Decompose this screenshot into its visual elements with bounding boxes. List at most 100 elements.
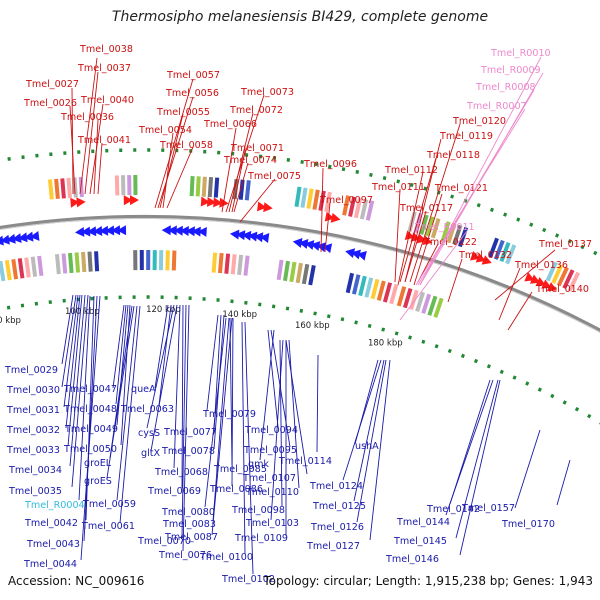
inner-feature-block xyxy=(276,259,284,281)
outer-gene-label: Tmel_0118 xyxy=(426,150,480,161)
inner-gene-label: Tmel_0126 xyxy=(310,522,364,533)
inner-gene-label: Tmel_0032 xyxy=(6,425,60,436)
outer-gene-label: Tmel_0041 xyxy=(77,135,131,146)
inner-feature-block xyxy=(146,249,151,271)
inner-feature-block xyxy=(282,260,291,282)
forward-gene-arrow xyxy=(263,202,273,213)
inner-gene-label: Tmel_0125 xyxy=(312,501,366,512)
reverse-gene-arrow xyxy=(167,225,177,236)
inner-gene-label: Tmel_R0004 xyxy=(24,500,85,511)
outer-gene-connector xyxy=(159,113,184,209)
outer-feature-block xyxy=(365,200,375,221)
outer-feature-block xyxy=(66,177,72,199)
inner-gene-label: gmk xyxy=(248,459,269,470)
inner-gene-label: Tmel_0107 xyxy=(242,473,296,484)
forward-gene-arrow xyxy=(213,197,223,208)
outer-feature-block xyxy=(556,266,569,287)
inner-gene-connector xyxy=(158,304,172,406)
inner-gene-label: Tmel_0124 xyxy=(309,481,363,492)
inner-feature-block xyxy=(308,265,316,286)
outer-feature-block xyxy=(425,216,435,237)
inner-gene-label: Tmel_0142 xyxy=(426,504,480,515)
outer-gene-label: Tmel_0027 xyxy=(25,79,79,90)
reverse-gene-arrow xyxy=(322,243,333,254)
inner-feature-block xyxy=(165,250,170,271)
outer-feature-block xyxy=(114,175,120,196)
outer-gene-label: Tmel_0072 xyxy=(229,105,283,116)
outer-gene-connector xyxy=(399,157,437,283)
outer-gene-label: Tmel_0120 xyxy=(452,116,506,127)
outer-feature-block xyxy=(189,176,195,197)
inner-feature-block xyxy=(217,252,224,274)
outer-gene-connector xyxy=(324,202,331,253)
outer-feature-block xyxy=(342,195,351,216)
outer-gene-connector xyxy=(71,87,74,195)
genome-summary: Topology: circular; Length: 1,915,238 bp… xyxy=(263,574,593,588)
inner-feature-block xyxy=(211,252,218,273)
forward-gene-arrow xyxy=(129,195,139,206)
inner-gene-connector xyxy=(146,304,175,429)
inner-feature-block xyxy=(68,252,74,274)
reverse-gene-arrow xyxy=(81,226,91,237)
outer-feature-block xyxy=(458,226,469,248)
reverse-gene-arrow xyxy=(23,231,34,242)
reverse-gene-arrow xyxy=(0,235,4,246)
outer-feature-block xyxy=(348,196,357,217)
forward-gene-arrow xyxy=(541,279,552,289)
inner-gene-connector xyxy=(270,339,284,521)
scale-label: 120 kbp xyxy=(146,305,181,315)
inner-feature-block xyxy=(139,249,144,271)
inner-gene-label: Tmel_0114 xyxy=(278,456,332,467)
outer-gene-label: Tmel_0054 xyxy=(138,125,192,136)
outer-gene-label: Tmel_0071 xyxy=(230,143,284,154)
outer-gene-connector xyxy=(93,119,99,195)
inner-gene-label: Tmel_0102 xyxy=(221,574,275,585)
inner-gene-label: Tmel_0061 xyxy=(81,521,135,532)
forward-gene-arrow xyxy=(257,201,267,212)
inner-feature-block xyxy=(24,257,31,278)
inner-feature-block xyxy=(94,251,100,272)
reverse-gene-arrow xyxy=(298,239,309,249)
inner-gene-connector xyxy=(556,459,571,506)
inner-gene-connector xyxy=(67,294,83,447)
inner-gene-label: Tmel_0050 xyxy=(63,444,117,455)
outer-feature-block xyxy=(207,176,214,198)
outer-feature-block xyxy=(312,189,320,210)
inner-gene-label: Tmel_0083 xyxy=(162,519,216,530)
inner-gene-connector xyxy=(80,295,101,561)
inner-gene-label: Tmel_0044 xyxy=(23,559,77,570)
inner-gene-connector xyxy=(211,317,233,536)
inner-gene-label: Tmel_0069 xyxy=(147,486,201,497)
inner-gene-label: Tmel_0110 xyxy=(245,487,299,498)
outer-gene-connector xyxy=(498,267,521,321)
outer-gene-label: Tmel_0096 xyxy=(303,159,357,170)
outer-feature-block xyxy=(446,222,457,244)
reverse-gene-arrow xyxy=(356,250,367,261)
inner-feature-block xyxy=(4,260,12,281)
scale-label: 100 kbp xyxy=(65,307,100,317)
inner-gene-connector xyxy=(445,379,494,516)
forward-gene-arrow xyxy=(330,212,341,223)
inner-gene-label: Tmel_0144 xyxy=(396,517,450,528)
inner-gene-connector xyxy=(259,329,275,461)
inner-gene-connector xyxy=(316,354,319,453)
reverse-gene-arrow xyxy=(161,225,171,236)
inner-gene-connector xyxy=(231,317,234,487)
outer-gene-label: Tmel_0136 xyxy=(514,260,568,271)
outer-gene-connector xyxy=(404,138,442,283)
reverse-gene-arrow xyxy=(197,226,207,237)
outer-gene-connector xyxy=(157,96,194,209)
rna-gene-label: Tmel_R0010 xyxy=(490,48,551,59)
inner-gene-connector xyxy=(241,321,246,555)
reverse-gene-arrow xyxy=(247,231,258,242)
outer-feature-block xyxy=(488,237,499,258)
reverse-gene-arrow xyxy=(292,238,303,248)
inner-feature-block xyxy=(133,250,138,271)
inner-feature-block xyxy=(158,250,164,271)
inner-gene-label: Tmel_0087 xyxy=(164,532,218,543)
inner-gene-connector xyxy=(181,304,187,538)
inner-gene-connector xyxy=(514,429,541,509)
reverse-gene-arrow xyxy=(12,233,22,244)
reverse-gene-arrow xyxy=(117,225,127,236)
inner-gene-label: Tmel_0031 xyxy=(6,405,60,416)
